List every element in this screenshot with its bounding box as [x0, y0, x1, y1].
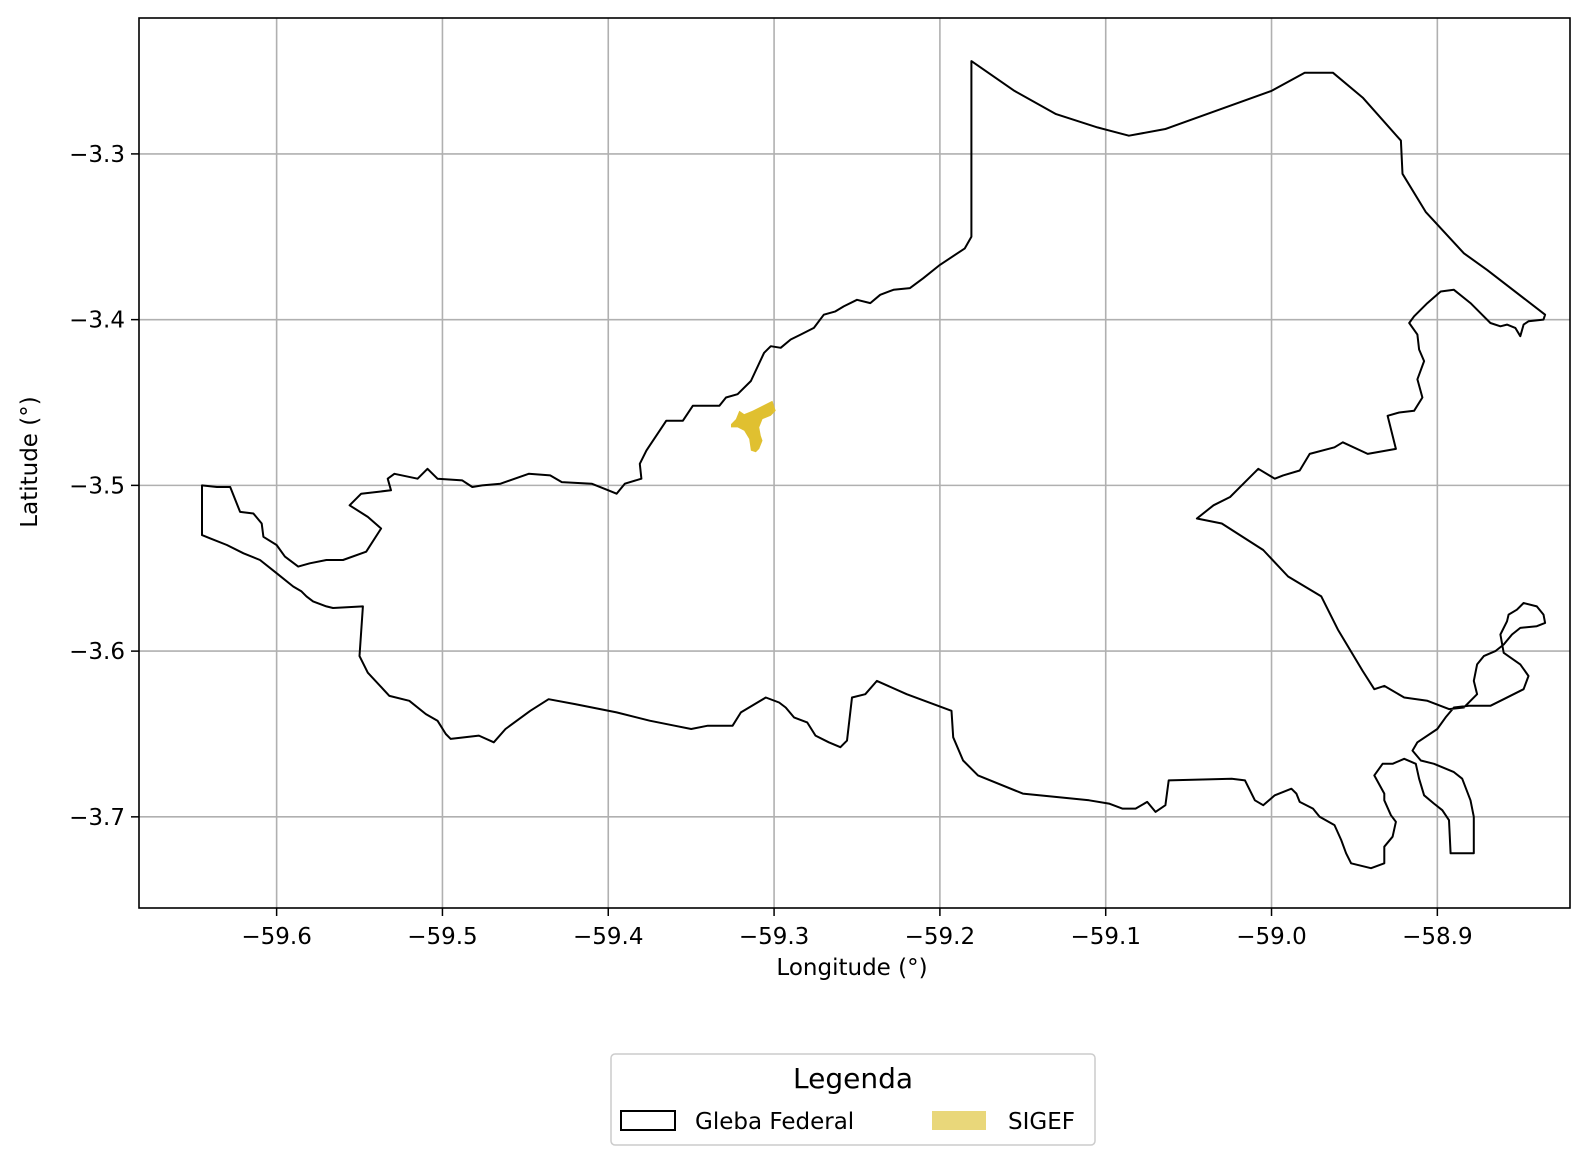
x-axis-label: Longitude (°) — [776, 955, 927, 981]
x-tick-label: −59.0 — [1236, 924, 1306, 950]
y-tick-label: −3.3 — [69, 142, 125, 168]
legend-swatch-gleba-federal — [620, 1110, 676, 1131]
legend-label-gleba-federal: Gleba Federal — [695, 1109, 854, 1135]
y-tick-label: −3.4 — [69, 308, 125, 334]
grid-lines — [139, 18, 1570, 908]
y-tick-label: −3.5 — [69, 473, 125, 499]
legend-swatch-sigef — [932, 1111, 986, 1130]
map-layers — [201, 60, 1547, 870]
legend-title: Legenda — [793, 1062, 913, 1095]
x-tick-label: −58.9 — [1402, 924, 1472, 950]
y-tick-label: −3.6 — [69, 639, 125, 665]
x-tick-label: −59.4 — [573, 924, 643, 950]
axis-ticks: −59.6 −59.5 −59.4 −59.3 −59.2 −59.1 −59.0 −58.9… — [69, 142, 1472, 950]
y-tick-label: −3.7 — [69, 805, 125, 831]
x-tick-label: −59.5 — [407, 924, 477, 950]
x-tick-label: −59.2 — [905, 924, 975, 950]
x-tick-label: −59.1 — [1070, 924, 1140, 950]
x-tick-label: −59.6 — [241, 924, 311, 950]
legend-label-sigef: SIGEF — [1008, 1109, 1075, 1135]
plot-frame — [138, 17, 1571, 909]
sigef-polygon — [731, 400, 776, 453]
x-tick-label: −59.3 — [739, 924, 809, 950]
legend: Legenda Gleba Federal SIGEF — [610, 1053, 1096, 1146]
y-axis-label: Latitude (°) — [17, 396, 43, 527]
gleba-federal-polygon — [201, 60, 1547, 870]
